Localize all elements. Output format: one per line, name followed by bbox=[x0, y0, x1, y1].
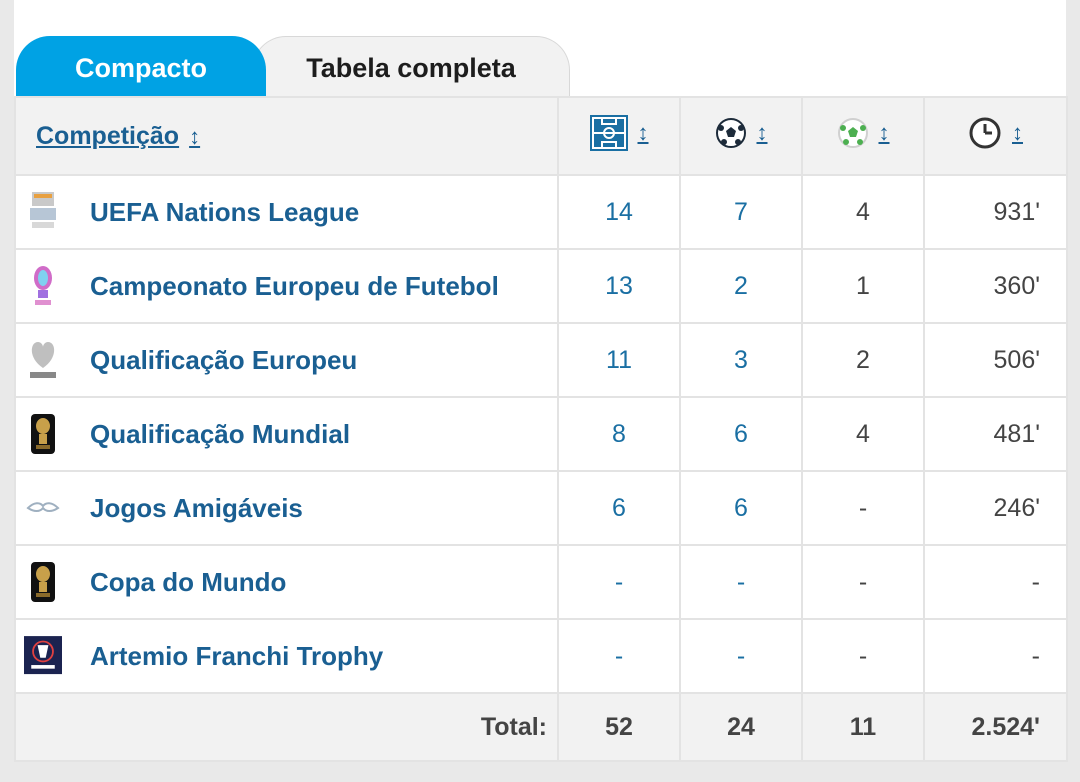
total-label: Total: bbox=[14, 692, 559, 762]
minutes-value: 481' bbox=[923, 396, 1068, 472]
apps-value[interactable]: 8 bbox=[557, 396, 681, 472]
goals-ball-icon bbox=[715, 117, 746, 148]
uefa-nations-league-logo-icon bbox=[30, 192, 56, 228]
goals-value[interactable]: 2 bbox=[679, 248, 803, 324]
sort-icon[interactable]: ↕ bbox=[1012, 119, 1023, 145]
assists-value: 4 bbox=[801, 174, 925, 250]
world-cup-qualifying-logo-icon bbox=[31, 414, 55, 454]
world-cup-logo-icon bbox=[31, 562, 55, 602]
assists-ball-icon bbox=[837, 117, 868, 148]
total-apps: 52 bbox=[557, 692, 681, 762]
sort-icon[interactable]: ↕ bbox=[878, 119, 890, 145]
apps-value[interactable]: 6 bbox=[557, 470, 681, 546]
goals-value[interactable]: 6 bbox=[679, 396, 803, 472]
minutes-value: 931' bbox=[923, 174, 1068, 250]
total-minutes: 2.524' bbox=[923, 692, 1068, 762]
apps-value[interactable]: 11 bbox=[557, 322, 681, 398]
artemio-franchi-trophy-logo-icon bbox=[24, 636, 62, 675]
table-row: Qualificação Mundial 8 6 4 481' bbox=[14, 396, 1068, 472]
competition-link[interactable]: Artemio Franchi Trophy bbox=[90, 640, 384, 671]
tab-compacto[interactable]: Compacto bbox=[16, 36, 266, 96]
euro-championship-logo-icon bbox=[34, 266, 52, 305]
assists-value: 4 bbox=[801, 396, 925, 472]
goals-header[interactable]: ↕ bbox=[679, 96, 803, 176]
tab-bar: Tabela completa Compacto bbox=[14, 0, 1066, 96]
total-assists: 11 bbox=[801, 692, 925, 762]
table-row: Jogos Amigáveis 6 6 - 246' bbox=[14, 470, 1068, 546]
performance-card: Tabela completa Compacto Competição ↕ bbox=[14, 0, 1068, 762]
competition-link[interactable]: UEFA Nations League bbox=[90, 196, 360, 227]
apps-value[interactable]: 13 bbox=[557, 248, 681, 324]
minutes-header[interactable]: ↕ bbox=[923, 96, 1068, 176]
apps-value: - bbox=[557, 544, 681, 620]
competition-link[interactable]: Campeonato Europeu de Futebol bbox=[90, 270, 499, 301]
apps-value: - bbox=[557, 618, 681, 694]
table-row: UEFA Nations League 14 7 4 931' bbox=[14, 174, 1068, 250]
friendlies-logo-icon bbox=[26, 502, 60, 512]
goals-value[interactable]: 3 bbox=[679, 322, 803, 398]
competition-sort-link[interactable]: Competição bbox=[36, 121, 180, 150]
assists-value: 1 bbox=[801, 248, 925, 324]
table-row: Qualificação Europeu 11 3 2 506' bbox=[14, 322, 1068, 398]
clock-icon bbox=[969, 117, 1001, 148]
competition-header[interactable]: Competição ↕ bbox=[14, 96, 559, 176]
table-header-row: Competição ↕ ↕ bbox=[14, 96, 1068, 176]
goals-value: - bbox=[679, 544, 803, 620]
minutes-value: - bbox=[923, 618, 1068, 694]
goals-value[interactable]: 7 bbox=[679, 174, 803, 250]
competition-link[interactable]: Qualificação Europeu bbox=[90, 344, 358, 375]
goals-value: - bbox=[679, 618, 803, 694]
competition-link[interactable]: Qualificação Mundial bbox=[90, 418, 351, 449]
total-goals: 24 bbox=[679, 692, 803, 762]
sort-icon[interactable]: ↕ bbox=[189, 123, 201, 149]
totals-row: Total: 52 24 11 2.524' bbox=[14, 692, 1068, 762]
table-row: Campeonato Europeu de Futebol 13 2 1 360… bbox=[14, 248, 1068, 324]
goals-value[interactable]: 6 bbox=[679, 470, 803, 546]
competition-link[interactable]: Jogos Amigáveis bbox=[90, 492, 303, 523]
assists-value: 2 bbox=[801, 322, 925, 398]
minutes-value: 506' bbox=[923, 322, 1068, 398]
assists-value: - bbox=[801, 544, 925, 620]
minutes-value: 360' bbox=[923, 248, 1068, 324]
sort-icon[interactable]: ↕ bbox=[637, 119, 649, 145]
appearances-header[interactable]: ↕ bbox=[557, 96, 681, 176]
competition-link[interactable]: Copa do Mundo bbox=[90, 566, 287, 597]
minutes-value: - bbox=[923, 544, 1068, 620]
pitch-icon bbox=[589, 114, 628, 151]
table-row: Artemio Franchi Trophy - - - - bbox=[14, 618, 1068, 694]
assists-value: - bbox=[801, 618, 925, 694]
competition-stats-table: Competição ↕ ↕ bbox=[14, 96, 1068, 762]
table-row: Copa do Mundo - - - - bbox=[14, 544, 1068, 620]
euro-qualifying-logo-icon bbox=[30, 342, 56, 378]
minutes-value: 246' bbox=[923, 470, 1068, 546]
apps-value[interactable]: 14 bbox=[557, 174, 681, 250]
tab-tabela-completa[interactable]: Tabela completa bbox=[252, 36, 570, 96]
assists-value: - bbox=[801, 470, 925, 546]
assists-header[interactable]: ↕ bbox=[801, 96, 925, 176]
sort-icon[interactable]: ↕ bbox=[756, 119, 768, 145]
